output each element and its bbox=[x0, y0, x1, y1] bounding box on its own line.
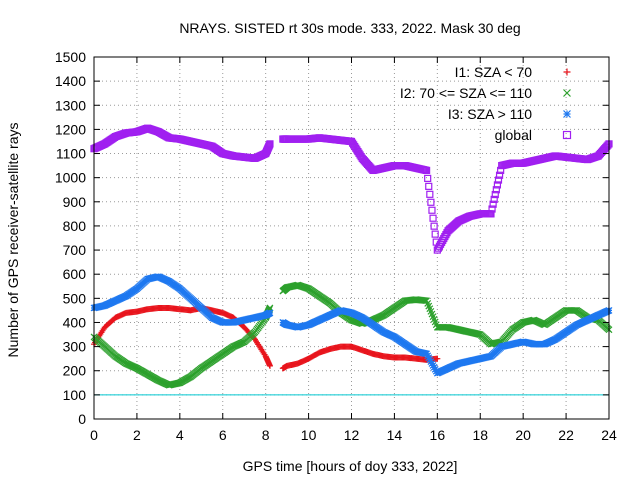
y-tick-label: 1300 bbox=[55, 97, 86, 113]
data-point bbox=[563, 68, 571, 76]
series-layer bbox=[90, 124, 613, 389]
x-tick-labels: 0 2 4 6 8 10 12 14 16 18 20 22 24 bbox=[90, 427, 617, 443]
x-tick-label: 0 bbox=[90, 427, 98, 443]
data-point bbox=[490, 195, 498, 203]
data-point bbox=[425, 182, 433, 190]
y-tick-labels: 0 100 200 300 400 500 600 700 800 900 1000 1100 1200… bbox=[55, 49, 86, 427]
data-point bbox=[424, 352, 432, 360]
data-point bbox=[426, 356, 434, 364]
y-tick-label: 700 bbox=[63, 242, 87, 258]
y-tick-label: 800 bbox=[63, 218, 87, 234]
x-tick-label: 4 bbox=[176, 427, 184, 443]
x-tick-label: 20 bbox=[515, 427, 531, 443]
data-point bbox=[492, 186, 500, 194]
data-point bbox=[266, 362, 273, 369]
y-tick-label: 1000 bbox=[55, 170, 86, 186]
y-tick-label: 600 bbox=[63, 266, 87, 282]
y-tick-label: 1100 bbox=[56, 146, 86, 162]
y-tick-label: 1200 bbox=[55, 121, 86, 137]
data-point bbox=[563, 110, 571, 118]
data-point bbox=[488, 205, 496, 213]
y-tick-label: 300 bbox=[63, 339, 87, 355]
legend-marker bbox=[563, 89, 571, 97]
x-tick-label: 8 bbox=[262, 427, 270, 443]
legend-label: global bbox=[495, 127, 532, 143]
data-point bbox=[489, 200, 497, 208]
data-point bbox=[604, 141, 612, 149]
data-point bbox=[429, 361, 437, 369]
y-tick-label: 400 bbox=[63, 314, 87, 330]
data-point bbox=[266, 140, 274, 148]
series-1 bbox=[90, 281, 613, 389]
data-point bbox=[434, 355, 441, 362]
data-point bbox=[427, 198, 435, 206]
data-point bbox=[423, 166, 431, 175]
data-point bbox=[424, 174, 432, 182]
axis-ticks bbox=[93, 56, 610, 420]
x-tick-label: 14 bbox=[387, 427, 403, 443]
x-axis-label: GPS time [hours of doy 333, 2022] bbox=[243, 458, 458, 474]
data-point bbox=[266, 309, 274, 317]
legend-label: I2: 70 <= SZA <= 110 bbox=[400, 85, 532, 101]
data-point bbox=[487, 210, 495, 218]
x-tick-label: 22 bbox=[558, 427, 574, 443]
y-tick-label: 900 bbox=[63, 194, 87, 210]
data-point bbox=[563, 89, 571, 97]
series-2 bbox=[90, 273, 613, 377]
data-point bbox=[430, 222, 438, 230]
chart-title: NRAYS. SISTED rt 30s mode. 333, 2022. Ma… bbox=[179, 20, 520, 36]
data-point bbox=[431, 365, 439, 373]
legend: I1: SZA < 70 I2: 70 <= SZA <= 110 I3: SZA … bbox=[400, 64, 572, 143]
legend-marker bbox=[562, 130, 572, 140]
y-axis-label: Number of GPS receiver-satellite rays bbox=[5, 123, 21, 358]
data-point bbox=[426, 190, 434, 198]
x-tick-label: 12 bbox=[344, 427, 360, 443]
data-point bbox=[428, 206, 436, 214]
data-point bbox=[494, 176, 503, 184]
x-tick-label: 24 bbox=[601, 427, 617, 443]
legend-label: I1: SZA < 70 bbox=[455, 64, 533, 80]
data-point bbox=[429, 214, 437, 222]
y-tick-label: 200 bbox=[63, 363, 87, 379]
data-point bbox=[430, 363, 438, 371]
x-tick-label: 18 bbox=[472, 427, 488, 443]
x-tick-label: 6 bbox=[219, 427, 227, 443]
grid bbox=[94, 57, 609, 419]
series-3 bbox=[90, 124, 613, 254]
y-tick-label: 500 bbox=[63, 290, 87, 306]
y-tick-label: 0 bbox=[78, 411, 86, 427]
data-point bbox=[495, 171, 504, 179]
data-point bbox=[423, 350, 431, 358]
data-point bbox=[491, 190, 499, 199]
x-tick-label: 2 bbox=[133, 427, 141, 443]
y-tick-label: 100 bbox=[63, 387, 87, 403]
data-point bbox=[431, 230, 439, 238]
data-point bbox=[493, 181, 502, 189]
data-point bbox=[427, 358, 435, 365]
y-tick-label: 1500 bbox=[55, 49, 86, 65]
data-point bbox=[562, 130, 572, 140]
legend-label: I3: SZA > 110 bbox=[448, 106, 532, 122]
legend-marker bbox=[563, 68, 571, 76]
x-tick-label: 10 bbox=[301, 427, 317, 443]
data-point bbox=[428, 360, 436, 367]
legend-marker bbox=[563, 110, 571, 118]
data-point bbox=[425, 354, 433, 362]
y-tick-label: 1400 bbox=[55, 73, 86, 89]
x-tick-label: 16 bbox=[430, 427, 446, 443]
